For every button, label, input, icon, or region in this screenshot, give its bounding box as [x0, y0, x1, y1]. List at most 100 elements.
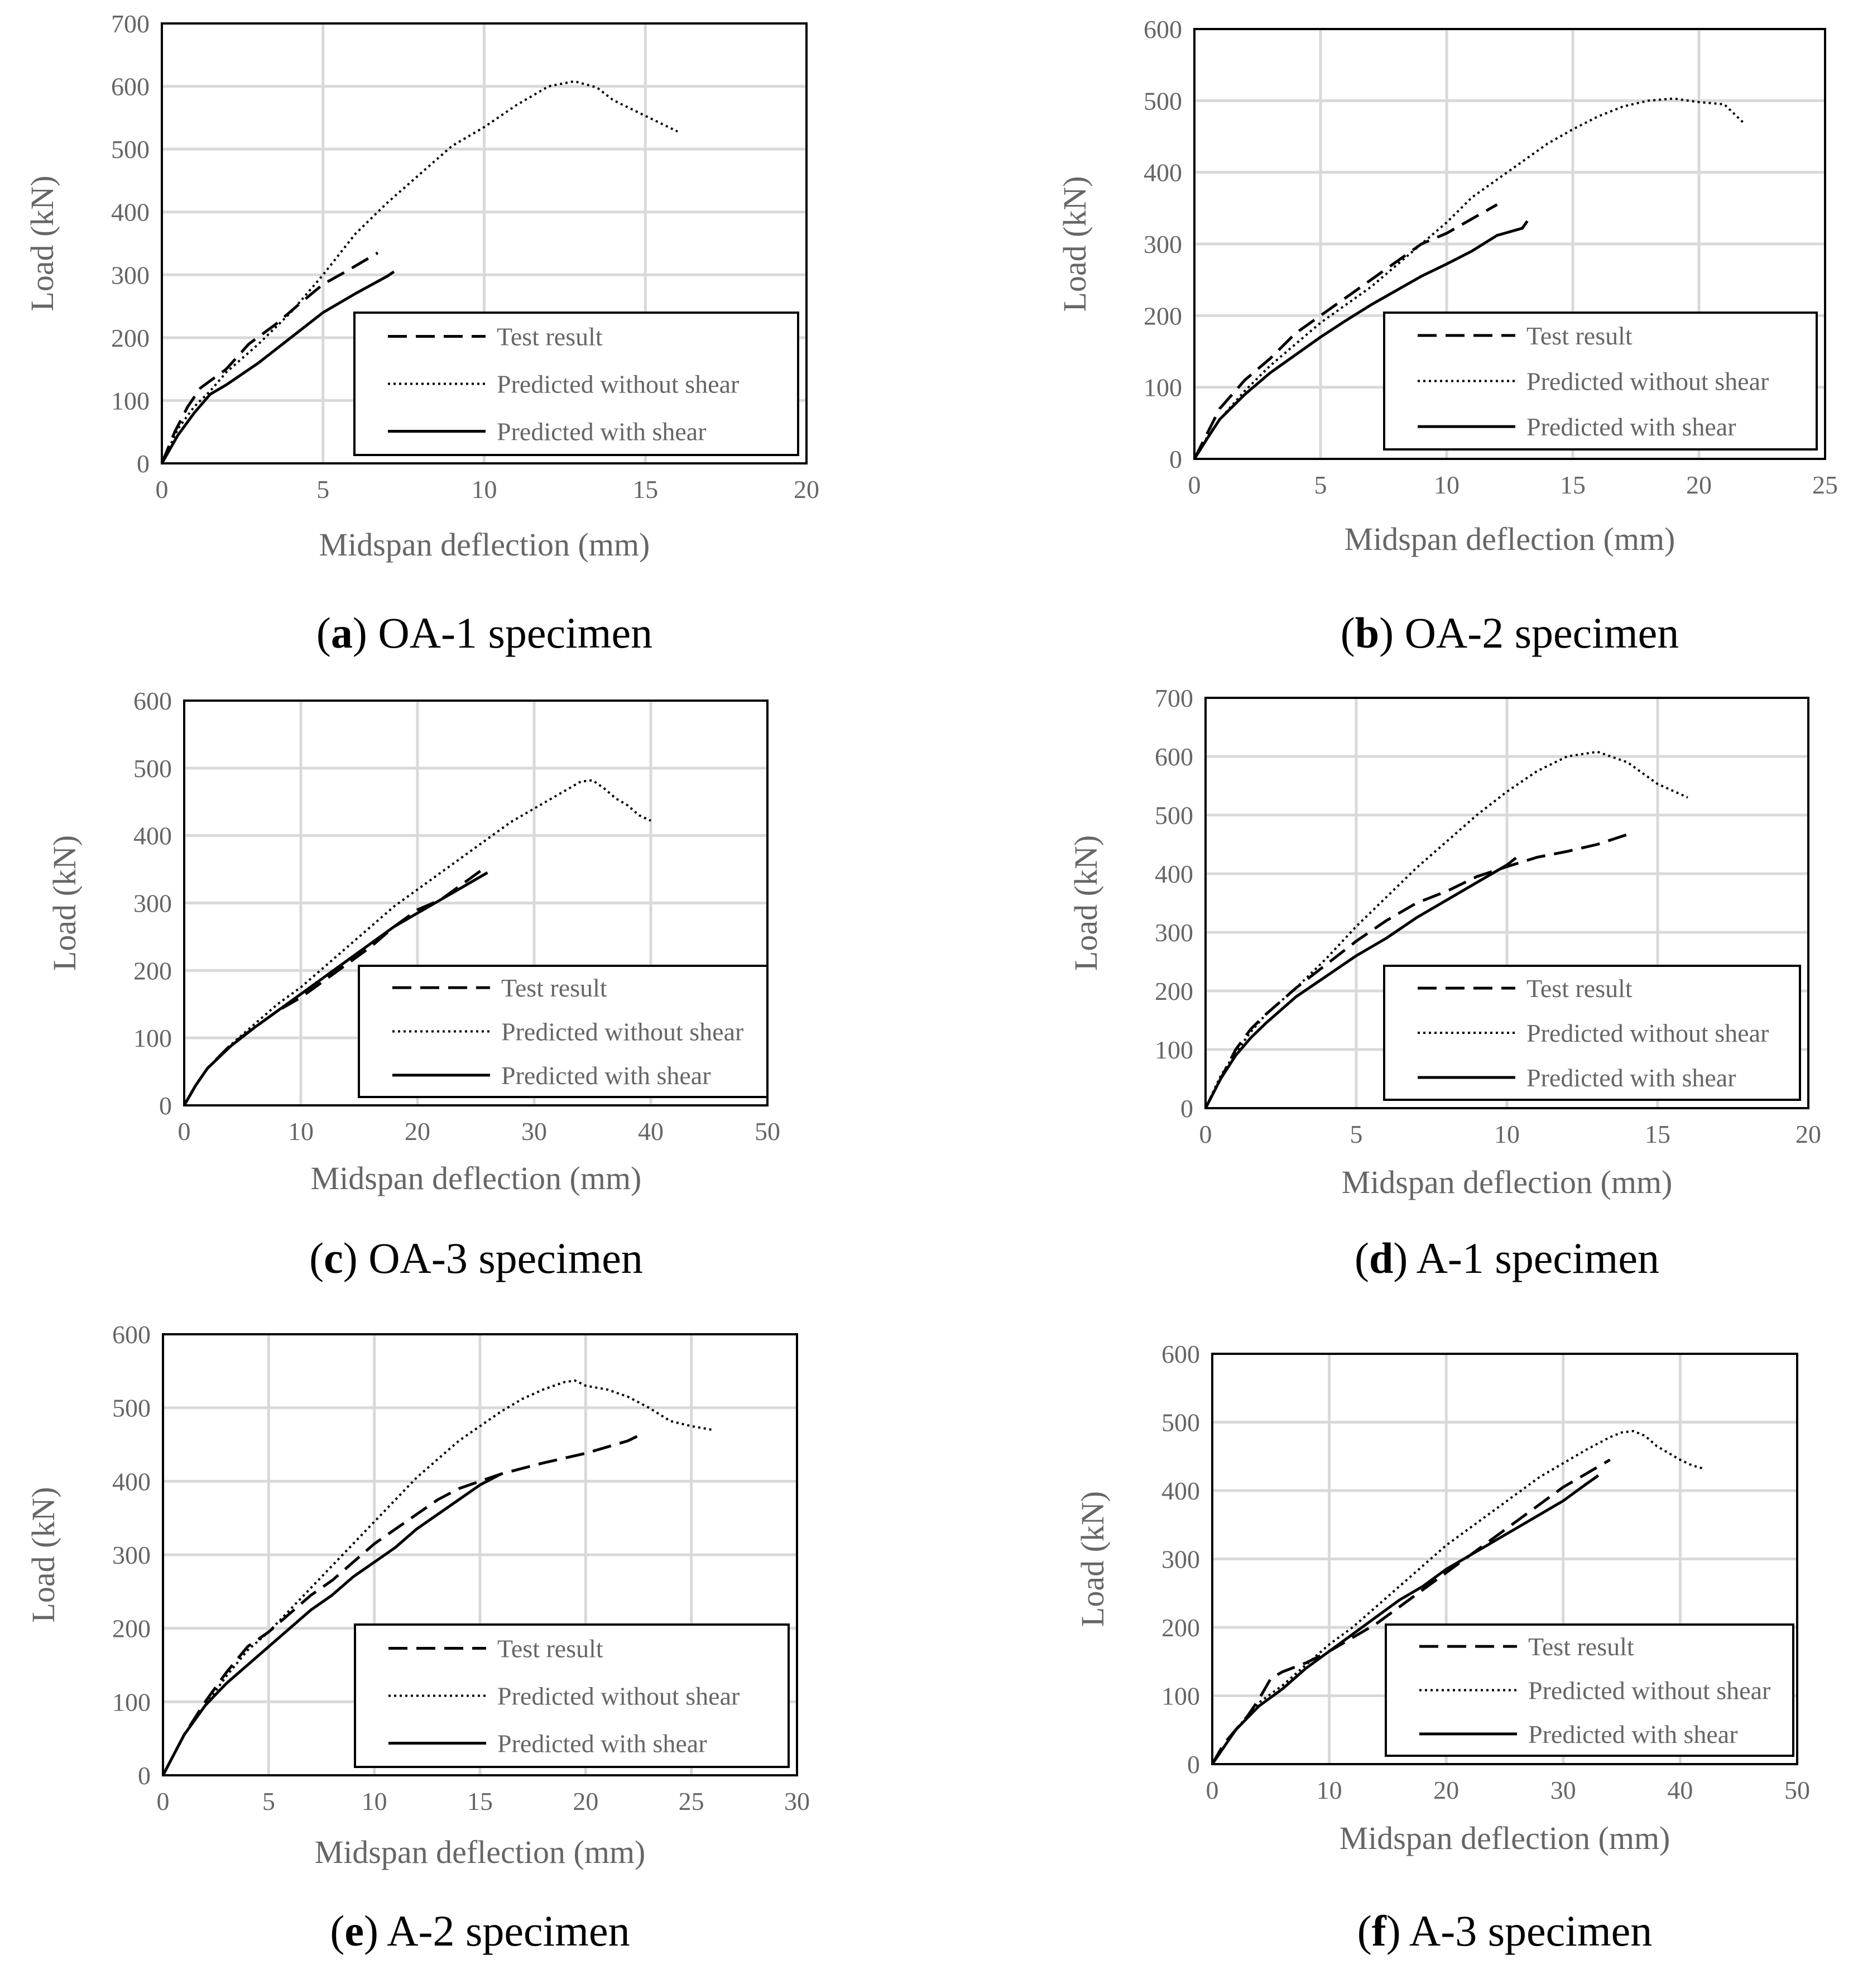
legend-label: Test result [1526, 322, 1633, 350]
y-tick-label: 500 [111, 135, 150, 164]
y-tick-label: 500 [1155, 801, 1193, 830]
x-tick-label: 10 [1494, 1120, 1520, 1148]
panel-caption: (b) OA-2 specimen [1341, 609, 1679, 657]
panel-caption: (f) A-3 specimen [1357, 1906, 1653, 1955]
y-tick-label: 400 [133, 822, 172, 850]
legend-label: Predicted with shear [1528, 1720, 1738, 1749]
x-axis-title: Midspan deflection (mm) [315, 1834, 646, 1870]
series-line-predicted-with-shear [1211, 1474, 1600, 1765]
y-axis-title: Load (kN) [1068, 835, 1104, 971]
y-tick-label: 0 [159, 1091, 172, 1120]
y-tick-label: 500 [112, 1394, 151, 1422]
y-tick-label: 200 [1161, 1613, 1200, 1642]
plot-frame [162, 1333, 798, 1776]
y-tick-label: 600 [1155, 742, 1193, 771]
legend-label: Test result [497, 323, 603, 351]
y-tick-label: 300 [1155, 918, 1193, 947]
y-axis-title: Load (kN) [1057, 176, 1093, 312]
chart-panel-b: 0 5 10 15 20 25 0 100 200 300 400 500 600 Midspan def… [1057, 15, 1838, 657]
x-tick-label: 25 [679, 1787, 704, 1815]
x-tick-label: 0 [156, 475, 169, 504]
y-tick-label: 0 [1187, 1750, 1200, 1779]
x-tick-label: 40 [638, 1117, 664, 1146]
y-tick-label: 600 [1161, 1340, 1200, 1368]
x-tick-label: 15 [1560, 471, 1586, 499]
series-line-test-result [160, 251, 379, 464]
y-tick-label: 500 [1161, 1409, 1200, 1437]
y-tick-label: 100 [111, 386, 150, 415]
y-tick-label: 400 [1161, 1477, 1200, 1505]
y-tick-label: 100 [1155, 1036, 1193, 1064]
y-tick-label: 600 [133, 687, 172, 715]
y-axis-title: Load (kN) [46, 835, 83, 971]
plot-frame [183, 700, 769, 1106]
y-tick-label: 100 [1161, 1682, 1200, 1711]
legend-label: Test result [1526, 974, 1633, 1003]
panel-caption: (a) OA-1 specimen [316, 609, 652, 657]
y-tick-label: 200 [1155, 977, 1193, 1005]
x-tick-label: 0 [1188, 471, 1201, 499]
y-tick-label: 0 [1180, 1094, 1193, 1123]
y-tick-label: 600 [1144, 15, 1182, 44]
x-tick-label: 30 [1550, 1776, 1576, 1804]
y-tick-label: 300 [133, 889, 172, 918]
plot-frame [1204, 697, 1809, 1109]
legend-label: Predicted with shear [497, 418, 707, 446]
series-line-predicted-with-shear [183, 871, 488, 1106]
x-tick-label: 5 [1314, 471, 1327, 499]
y-tick-label: 700 [1155, 684, 1193, 712]
y-tick-label: 500 [133, 754, 172, 783]
legend: Test result Predicted without shear Predic… [1385, 1623, 1794, 1757]
plot-frame [161, 22, 808, 464]
x-tick-label: 5 [1350, 1120, 1363, 1148]
series-line-test-result [1204, 833, 1628, 1109]
series-line-predicted-with-shear [1193, 220, 1529, 460]
legend: Test result Predicted without shear Predic… [358, 965, 769, 1098]
series-line-predicted-without-shear [162, 1379, 713, 1776]
legend: Test result Predicted without shear Predic… [1383, 965, 1801, 1101]
legend-label: Test result [1528, 1632, 1634, 1661]
x-tick-label: 25 [1812, 471, 1838, 499]
y-tick-label: 100 [112, 1688, 151, 1716]
x-tick-label: 30 [521, 1117, 547, 1146]
x-tick-label: 10 [1317, 1776, 1342, 1804]
panel-caption: (e) A-2 specimen [330, 1906, 630, 1955]
legend: Test result Predicted without shear Predic… [1383, 312, 1818, 451]
x-tick-label: 10 [288, 1117, 314, 1146]
x-tick-label: 10 [362, 1787, 387, 1815]
y-axis-title: Load (kN) [25, 1487, 61, 1622]
y-tick-label: 500 [1144, 87, 1182, 115]
y-tick-label: 400 [1155, 860, 1193, 888]
x-tick-label: 15 [1645, 1120, 1670, 1148]
y-tick-label: 300 [112, 1541, 151, 1569]
series-line-predicted-with-shear [161, 1472, 502, 1776]
x-axis-title: Midspan deflection (mm) [1342, 1164, 1673, 1200]
x-axis-title: Midspan deflection (mm) [1340, 1820, 1670, 1856]
y-tick-label: 400 [112, 1467, 151, 1496]
legend-label: Predicted without shear [1526, 367, 1769, 396]
legend-label: Predicted without shear [501, 1018, 743, 1046]
y-tick-label: 200 [111, 324, 150, 352]
panel-caption: (d) A-1 specimen [1355, 1234, 1659, 1282]
series-line-test-result [1193, 203, 1498, 460]
x-axis-title: Midspan deflection (mm) [319, 526, 650, 563]
legend-label: Predicted with shear [1526, 1064, 1736, 1092]
x-tick-label: 10 [1434, 471, 1459, 499]
x-axis-title: Midspan deflection (mm) [1345, 521, 1675, 557]
panel-caption: (c) OA-3 specimen [309, 1234, 643, 1282]
y-tick-label: 300 [1161, 1545, 1200, 1574]
x-tick-label: 0 [157, 1787, 170, 1815]
plot-frame [1211, 1353, 1798, 1765]
y-tick-label: 100 [1144, 373, 1182, 402]
x-tick-label: 15 [632, 475, 658, 504]
series-line-predicted-without-shear [161, 80, 678, 464]
legend-label: Predicted with shear [501, 1061, 711, 1090]
series-line-test-result [1211, 1458, 1611, 1765]
x-tick-label: 20 [1795, 1120, 1821, 1148]
legend: Test result Predicted without shear Predic… [353, 312, 799, 456]
